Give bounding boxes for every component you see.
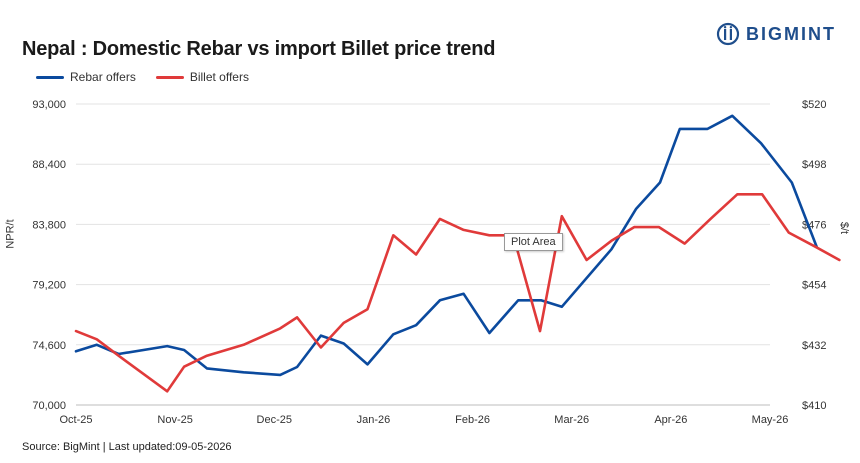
- legend-swatch-billet: [155, 75, 184, 79]
- x-tick-label: Nov-25: [157, 414, 192, 426]
- y-axis-right-ticks: $520$498$476$454$432$410: [802, 99, 826, 412]
- series-line-rebar: [74, 114, 818, 377]
- x-tick-label: Mar-26: [554, 414, 589, 426]
- x-tick-label: Feb-26: [455, 414, 490, 426]
- y-left-tick-label: 74,600: [32, 340, 66, 352]
- plot-area-tooltip: Plot Area: [504, 233, 563, 251]
- bigmint-logo-text: BIGMINT: [746, 23, 836, 44]
- y-axis-left-ticks: 93,000 88,400 83,800 79,200 74,600 70,000: [32, 99, 66, 412]
- y-left-tick-label: 93,000: [32, 99, 66, 111]
- y-left-tick-label: 83,800: [32, 219, 66, 231]
- y-right-tick-label: $498: [802, 159, 826, 171]
- y-left-tick-label: 70,000: [32, 400, 66, 412]
- chart-title: Nepal : Domestic Rebar vs import Billet …: [22, 38, 496, 60]
- series-line-billet: [74, 193, 841, 393]
- chart-legend: Rebar offers Billet offers: [36, 70, 249, 84]
- source-note: Source: BigMint | Last updated:09-05-202…: [22, 441, 232, 453]
- y-right-tick-label: $432: [802, 340, 826, 352]
- y-left-tick-label: 88,400: [32, 159, 66, 171]
- y-left-tick-label: 79,200: [32, 280, 66, 292]
- legend-swatch-rebar: [36, 75, 64, 79]
- x-tick-label: May-26: [752, 414, 789, 426]
- x-tick-label: Jan-26: [357, 414, 391, 426]
- bigmint-logo: BIGMINT: [716, 22, 836, 46]
- y-right-tick-label: $454: [802, 280, 826, 292]
- series-lines: [74, 114, 841, 393]
- y-right-tick-label: $520: [802, 99, 826, 111]
- x-tick-label: Dec-25: [257, 414, 292, 426]
- legend-label-rebar: Rebar offers: [70, 70, 136, 84]
- bigmint-logo-icon: [716, 22, 740, 46]
- legend-item-billet[interactable]: Billet offers: [155, 70, 249, 84]
- legend-item-rebar[interactable]: Rebar offers: [36, 70, 136, 84]
- x-axis-ticks: Oct-25 Nov-25 Dec-25 Jan-26 Feb-26 Mar-26 Apr-…: [59, 414, 788, 426]
- x-tick-label: Apr-26: [654, 414, 687, 426]
- x-tick-label: Oct-25: [59, 414, 92, 426]
- legend-label-billet: Billet offers: [189, 70, 249, 84]
- y-right-tick-label: $410: [802, 400, 826, 412]
- grid-lines: [76, 103, 770, 406]
